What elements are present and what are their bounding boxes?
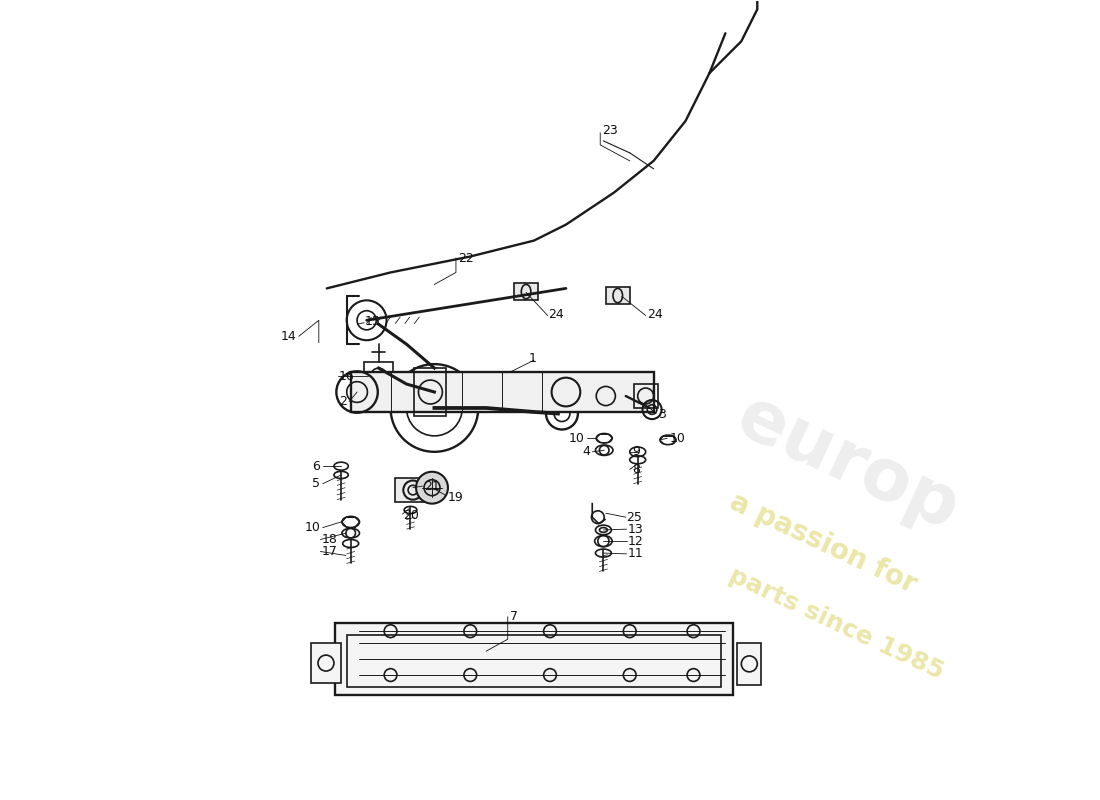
Text: 16: 16 xyxy=(339,370,354,382)
Text: 2: 2 xyxy=(339,395,346,408)
Text: 10: 10 xyxy=(670,432,685,445)
Text: 17: 17 xyxy=(321,545,337,558)
Bar xyxy=(606,286,629,304)
Bar xyxy=(634,384,658,408)
Text: 24: 24 xyxy=(549,308,564,321)
Text: 9: 9 xyxy=(632,446,640,458)
Bar xyxy=(737,643,761,685)
Text: 14: 14 xyxy=(280,330,297,342)
Text: 13: 13 xyxy=(628,522,643,536)
Text: 11: 11 xyxy=(628,547,643,560)
Bar xyxy=(311,643,341,683)
Text: 3: 3 xyxy=(659,408,667,421)
Text: 1: 1 xyxy=(529,352,537,365)
Text: 15: 15 xyxy=(365,315,381,328)
Text: a passion for: a passion for xyxy=(725,488,922,599)
Text: 18: 18 xyxy=(321,533,337,546)
Bar xyxy=(395,478,430,502)
Text: parts since 1985: parts since 1985 xyxy=(725,563,948,683)
Bar xyxy=(364,362,393,390)
Bar xyxy=(415,368,447,416)
Text: 12: 12 xyxy=(628,534,643,548)
Text: 25: 25 xyxy=(627,511,642,525)
Text: 4: 4 xyxy=(582,446,590,458)
Circle shape xyxy=(416,472,448,504)
Text: 21: 21 xyxy=(424,479,440,493)
Text: 19: 19 xyxy=(448,490,464,504)
Text: 6: 6 xyxy=(312,460,320,473)
Text: 23: 23 xyxy=(603,124,618,137)
Text: 24: 24 xyxy=(647,308,663,321)
Text: 5: 5 xyxy=(312,478,320,490)
Text: 8: 8 xyxy=(632,463,640,476)
Text: 22: 22 xyxy=(459,251,474,265)
Text: 20: 20 xyxy=(404,509,419,522)
Text: 10: 10 xyxy=(305,521,320,534)
Text: 7: 7 xyxy=(510,610,518,623)
Bar xyxy=(351,372,653,412)
Text: 10: 10 xyxy=(569,432,584,445)
Bar xyxy=(334,623,734,695)
Text: europ: europ xyxy=(725,382,970,546)
Bar xyxy=(346,635,722,687)
Bar xyxy=(514,283,538,300)
